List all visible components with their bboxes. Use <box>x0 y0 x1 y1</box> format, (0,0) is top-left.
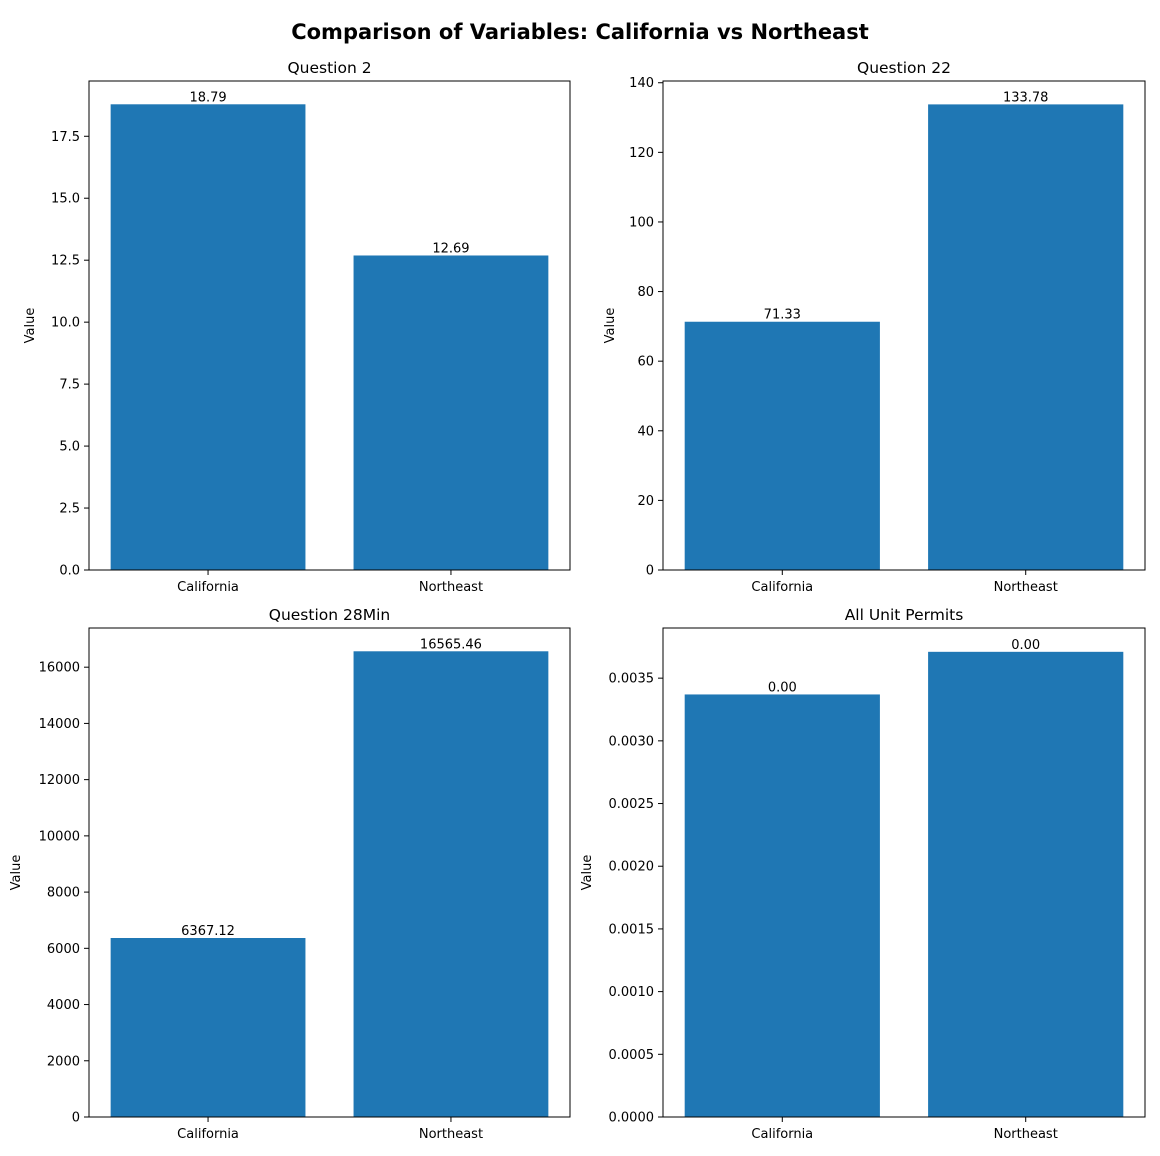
bar-value-label: 12.69 <box>432 241 469 256</box>
y-tick-label: 12000 <box>39 773 80 788</box>
bar-value-label: 6367.12 <box>181 924 235 939</box>
y-tick-label: 0 <box>72 1111 80 1126</box>
y-tick-label: 0.0005 <box>609 1048 655 1063</box>
bar-value-label: 16565.46 <box>420 637 482 652</box>
subplot-title: Question 28Min <box>269 606 390 624</box>
x-tick-label: Northeast <box>994 1127 1058 1142</box>
y-tick-label: 0.0010 <box>609 985 655 1000</box>
bar-california <box>110 104 306 570</box>
y-tick-label: 60 <box>637 355 654 370</box>
y-tick-label: 0.0015 <box>609 922 655 937</box>
x-tick-label: Northeast <box>994 580 1058 595</box>
y-tick-label: 17.5 <box>51 130 80 145</box>
y-tick-label: 12.5 <box>51 254 80 269</box>
x-tick-label: California <box>751 580 813 595</box>
y-tick-label: 2.5 <box>59 502 80 517</box>
y-tick-label: 15.0 <box>51 192 80 207</box>
subplot-1: 18.79 California 12.69 Northeast 0.0 2.5 5.0 7.… <box>23 59 571 595</box>
x-tick-label: California <box>177 1127 239 1142</box>
x-tick-label: Northeast <box>419 1127 483 1142</box>
y-tick-label: 14000 <box>39 717 80 732</box>
axes-frame <box>662 627 1146 1118</box>
bar-value-label: 0.00 <box>768 680 797 695</box>
y-tick-label: 0.0035 <box>609 672 655 687</box>
figure-title: Comparison of Variables: California vs N… <box>291 20 869 44</box>
y-tick-label: 0 <box>646 564 654 579</box>
subplot-2: 71.33 California 133.78 Northeast 0 20 40 60 80 1… <box>603 59 1146 595</box>
y-axis-label: Value <box>603 308 618 344</box>
x-tick-label: California <box>751 1127 813 1142</box>
subplot-title: Question 22 <box>857 59 951 77</box>
bar-value-label: 71.33 <box>764 308 801 323</box>
y-tick-label: 140 <box>629 76 654 91</box>
y-axis-label: Value <box>9 855 24 891</box>
bar-california <box>110 938 306 1117</box>
y-tick-label: 8000 <box>47 886 80 901</box>
bar-northeast <box>928 104 1124 570</box>
subplot-title: Question 2 <box>287 59 371 77</box>
y-tick-label: 80 <box>637 285 654 300</box>
y-tick-label: 2000 <box>47 1054 80 1069</box>
bar-california <box>684 694 880 1117</box>
y-tick-label: 0.0025 <box>609 797 655 812</box>
subplot-title: All Unit Permits <box>845 606 964 624</box>
axes-frame <box>662 80 1146 571</box>
bar-california <box>684 321 880 570</box>
y-tick-label: 0.0030 <box>609 734 655 749</box>
y-tick-label: 20 <box>637 494 654 509</box>
y-tick-label: 100 <box>629 215 654 230</box>
subplot-3: 6367.12 California 16565.46 Northeast 0 2000 4… <box>9 606 571 1142</box>
y-axis-label: Value <box>580 855 595 891</box>
y-tick-label: 4000 <box>47 998 80 1013</box>
x-tick-label: Northeast <box>419 580 483 595</box>
y-tick-label: 40 <box>637 424 654 439</box>
bar-value-label: 0.00 <box>1011 638 1040 653</box>
bar-value-label: 133.78 <box>1003 90 1049 105</box>
y-tick-label: 120 <box>629 146 654 161</box>
bar-northeast <box>353 651 549 1117</box>
x-tick-label: California <box>177 580 239 595</box>
bar-value-label: 18.79 <box>189 90 226 105</box>
axes-frame <box>88 80 571 571</box>
y-tick-label: 0.0 <box>59 564 80 579</box>
y-tick-label: 6000 <box>47 942 80 957</box>
y-tick-label: 7.5 <box>59 378 80 393</box>
bar-northeast <box>928 651 1124 1117</box>
y-tick-label: 5.0 <box>59 440 80 455</box>
y-tick-label: 10000 <box>39 829 80 844</box>
y-tick-label: 0.0000 <box>609 1111 655 1126</box>
y-tick-label: 10.0 <box>51 316 80 331</box>
axes-frame <box>88 627 571 1118</box>
subplot-4: 0.00 California 0.00 Northeast 0.0000 0.0005 0… <box>580 606 1146 1142</box>
y-tick-label: 16000 <box>39 661 80 676</box>
bar-northeast <box>353 255 549 570</box>
y-axis-label: Value <box>23 308 38 344</box>
y-tick-label: 0.0020 <box>609 860 655 875</box>
